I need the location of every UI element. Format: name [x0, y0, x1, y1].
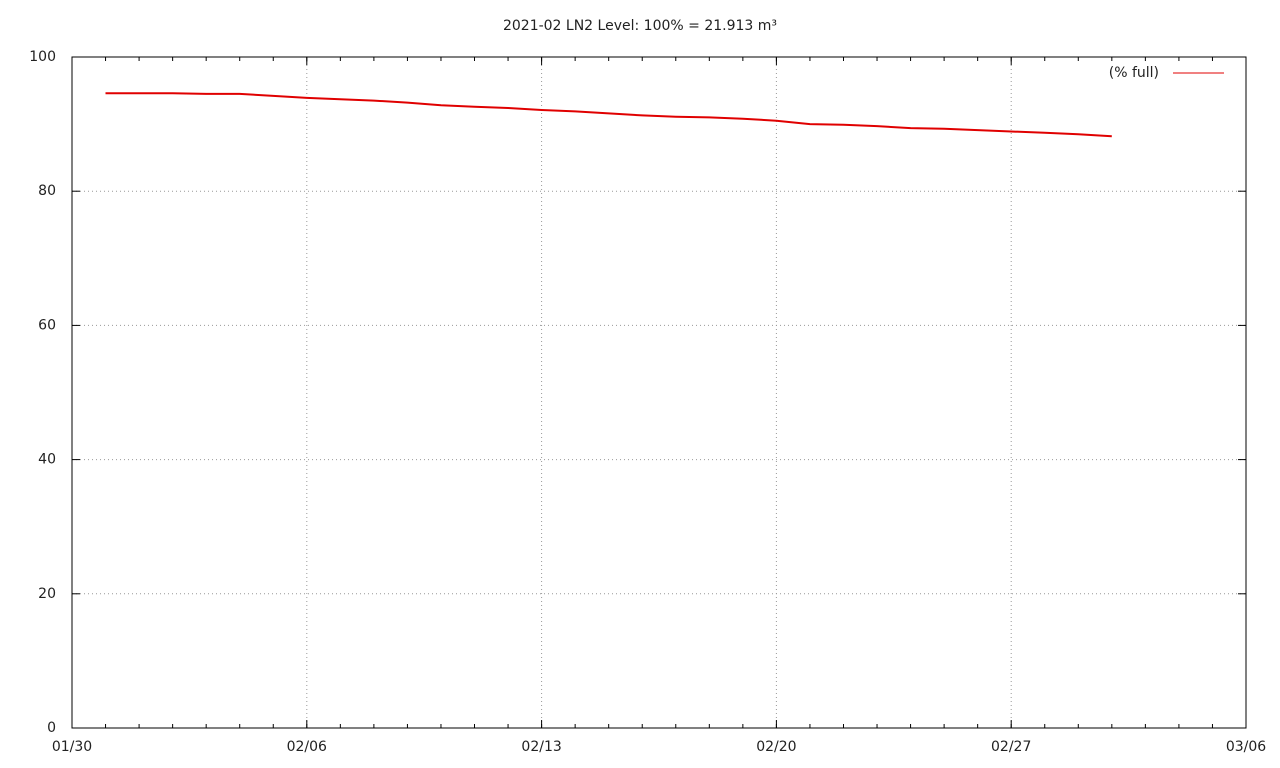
- x-tick-label: 03/06: [1226, 739, 1266, 755]
- y-tick-label: 40: [38, 452, 56, 468]
- x-tick-label: 02/27: [991, 739, 1031, 755]
- chart-title: 2021-02 LN2 Level: 100% = 21.913 m³: [503, 18, 777, 34]
- y-tick-label: 60: [38, 317, 56, 333]
- plot-border: [71, 56, 1247, 729]
- y-tick-label: 0: [47, 720, 56, 736]
- y-tick-label: 100: [29, 49, 56, 65]
- x-tick-label: 02/06: [287, 739, 327, 755]
- data-line: [105, 92, 1112, 138]
- y-tick-label: 80: [38, 183, 56, 199]
- legend-label: (% full): [1109, 65, 1159, 81]
- y-tick-label: 20: [38, 586, 56, 602]
- x-tick-label: 01/30: [52, 739, 92, 755]
- x-tick-label: 02/13: [521, 739, 561, 755]
- x-tick-label: 02/20: [756, 739, 796, 755]
